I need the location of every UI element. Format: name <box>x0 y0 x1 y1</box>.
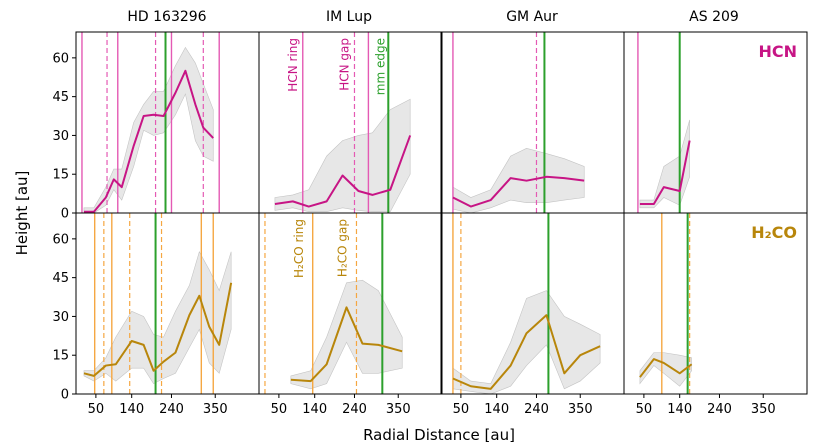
y-axis-label: Height [au] <box>13 171 31 256</box>
panel-imlup-h2co <box>264 213 403 394</box>
height-series-line <box>83 282 233 377</box>
y-tick-label: 30 <box>52 310 69 325</box>
height-series-line <box>83 69 214 213</box>
h2co-ring-label: H₂CO ring <box>292 219 306 278</box>
y-tick-label: 60 <box>52 51 69 66</box>
x-tick-label: 50 <box>271 402 288 417</box>
x-tick-label: 240 <box>342 402 367 417</box>
x-tick-label: 240 <box>159 402 184 417</box>
panel-as209-h2co-frame <box>623 212 808 395</box>
y-tick-label: 0 <box>61 207 69 222</box>
panel-imlup-hcn <box>274 32 412 213</box>
height-series-line <box>452 314 601 390</box>
panel-hd163296-h2co <box>83 213 233 394</box>
uncertainty-band <box>452 290 601 394</box>
mm-edge-label: mm edge <box>373 38 387 95</box>
uncertainty-band <box>639 119 690 209</box>
panel-title-hd163296: HD 163296 <box>127 9 206 25</box>
x-tick-label: 50 <box>453 402 470 417</box>
x-tick-label: 240 <box>707 402 732 417</box>
y-tick-label: 45 <box>52 271 69 286</box>
panel-gmaur-hcn <box>452 32 585 213</box>
height-series-line <box>290 306 403 383</box>
panel-gmaur-h2co <box>452 213 601 394</box>
x-tick-label: 50 <box>88 402 105 417</box>
y-tick-label: 60 <box>52 232 69 247</box>
x-tick-label: 240 <box>524 402 549 417</box>
y-tick-label: 15 <box>52 349 69 364</box>
legend-hcn: HCN <box>758 42 797 61</box>
x-tick-label: 140 <box>667 402 692 417</box>
x-tick-label: 140 <box>302 402 327 417</box>
uncertainty-band <box>83 251 232 385</box>
uncertainty-band <box>274 98 411 213</box>
panel-as209-h2co <box>639 213 693 394</box>
panel-hd163296-hcn <box>81 32 220 213</box>
y-tick-label: 0 <box>61 388 69 403</box>
height-series-line <box>639 140 691 205</box>
hcn-gap-label: HCN gap <box>338 38 352 91</box>
x-tick-label: 350 <box>568 402 593 417</box>
x-tick-label: 350 <box>386 402 411 417</box>
uncertainty-band <box>290 279 403 390</box>
panel-title-imlup: IM Lup <box>326 9 372 25</box>
x-tick-label: 140 <box>484 402 509 417</box>
y-tick-label: 45 <box>52 90 69 105</box>
uncertainty-band <box>83 46 214 213</box>
hcn-ring-label: HCN ring <box>286 38 300 92</box>
legend-h2co: H₂CO <box>751 223 797 242</box>
uncertainty-band <box>452 148 585 213</box>
y-tick-label: 30 <box>52 129 69 144</box>
panel-as209-hcn <box>637 32 691 213</box>
panel-imlup-h2co-frame <box>258 212 443 395</box>
x-tick-label: 350 <box>751 402 776 417</box>
panel-title-as209: AS 209 <box>689 9 739 25</box>
x-axis-label: Radial Distance [au] <box>363 426 515 444</box>
height-series-line <box>639 358 693 378</box>
height-series-line <box>452 175 585 208</box>
x-tick-label: 140 <box>119 402 144 417</box>
h2co-gap-label: H₂CO gap <box>336 219 350 277</box>
x-tick-label: 50 <box>636 402 653 417</box>
x-tick-label: 350 <box>203 402 228 417</box>
y-tick-label: 15 <box>52 168 69 183</box>
height-series-line <box>274 135 412 208</box>
panel-title-gmaur: GM Aur <box>506 9 558 25</box>
